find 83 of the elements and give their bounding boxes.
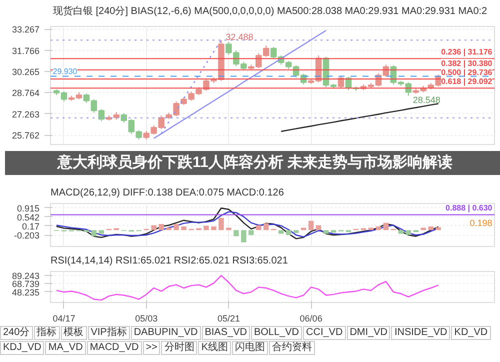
y-tick-label: 0.17 bbox=[22, 221, 40, 232]
bar bbox=[91, 230, 97, 236]
bar bbox=[256, 225, 262, 230]
text: KD_VD bbox=[451, 326, 491, 340]
x-tick-label: 04/17 bbox=[52, 314, 76, 324]
line-series bbox=[56, 274, 439, 301]
text: 240分 bbox=[0, 326, 33, 340]
bar bbox=[278, 230, 284, 234]
text: BOLL_VD bbox=[250, 326, 302, 340]
bar bbox=[234, 230, 239, 236]
bar bbox=[293, 230, 299, 234]
annotation: 32.488 bbox=[226, 32, 254, 42]
text: K线图 bbox=[198, 341, 232, 355]
bar bbox=[398, 230, 404, 234]
bar bbox=[166, 228, 172, 230]
x-tick-label: 06/06 bbox=[300, 314, 322, 324]
bar bbox=[383, 222, 389, 230]
text: 模板 bbox=[60, 326, 87, 340]
ref-line-label: 0.888 | 0.630 bbox=[446, 204, 493, 213]
bar bbox=[151, 225, 156, 230]
text: 0.198 bbox=[470, 218, 492, 228]
annotation: 28.548 bbox=[412, 94, 440, 105]
bar bbox=[264, 223, 269, 230]
bar bbox=[406, 230, 412, 236]
bar bbox=[428, 226, 434, 230]
bar bbox=[158, 224, 164, 230]
bar bbox=[308, 220, 314, 230]
bar bbox=[98, 230, 104, 234]
bar bbox=[300, 228, 306, 230]
y-tick-label: 27.263 bbox=[12, 109, 40, 120]
y-tick-label: 25.762 bbox=[12, 130, 40, 141]
bar bbox=[286, 230, 292, 236]
bar bbox=[226, 228, 232, 230]
text: VIP指标 bbox=[88, 326, 130, 340]
y-tick-label: 68.739 bbox=[12, 279, 40, 290]
text: 合约资料 bbox=[269, 341, 316, 355]
x-tick-label: 05/03 bbox=[135, 314, 158, 324]
bar bbox=[241, 230, 246, 242]
text: 指标 bbox=[34, 326, 60, 340]
bar bbox=[248, 230, 254, 236]
y-tick-label: 0.542 bbox=[16, 212, 40, 222]
y-tick-label: 0.915 bbox=[16, 203, 40, 214]
text: DABUPIN_VD bbox=[130, 326, 201, 340]
line-series bbox=[280, 103, 439, 132]
text: >> bbox=[142, 341, 160, 355]
y-tick-label: 33.267 bbox=[12, 24, 40, 35]
x-tick-label: 05/21 bbox=[217, 314, 240, 324]
y-tick-label: 31.766 bbox=[12, 46, 40, 56]
bar bbox=[204, 226, 209, 230]
text: DMI_VD bbox=[346, 326, 390, 340]
ref-line-label: 0.236 | 31.176 bbox=[441, 48, 493, 57]
chart-title: MACD(26,12,9) DIFF:0.138 DEA:0.075 MACD:0.126 bbox=[50, 188, 284, 198]
ref-line-label: 0.500 | 29.736 bbox=[441, 68, 493, 77]
bar bbox=[436, 227, 441, 230]
bar bbox=[174, 224, 179, 230]
ref-line-label: 0.618 | 29.092 bbox=[441, 77, 493, 86]
chart-title: RSI(14,14,14) RSI1:65.021 RSI2:65.021 RSI3:65.021 bbox=[50, 256, 288, 266]
bar bbox=[376, 226, 382, 230]
text: MA_VD bbox=[45, 341, 86, 355]
text: 分时图 bbox=[161, 341, 198, 355]
y-tick-label: 30.265 bbox=[12, 67, 40, 78]
bar bbox=[330, 230, 336, 233]
bar bbox=[323, 230, 329, 234]
text: CCI_VD bbox=[303, 326, 346, 340]
text: INSIDE_VD bbox=[391, 326, 450, 340]
ref-line-label: 29.930 bbox=[52, 67, 78, 76]
y-tick-label: -0.203 bbox=[14, 230, 40, 241]
y-tick-label: 28.764 bbox=[12, 88, 40, 98]
text: 意大利球员身价下跌11人阵容分析 未来走势与市场影响解读 bbox=[57, 153, 453, 173]
bar bbox=[420, 228, 426, 230]
text: MACD_VD bbox=[86, 341, 142, 355]
text: KDJ_VD bbox=[0, 341, 44, 355]
ref-line-label: 0.382 | 30.380 bbox=[441, 58, 493, 68]
y-tick-label: 89.243 bbox=[12, 270, 40, 281]
bar bbox=[316, 225, 322, 230]
y-tick-label: 48.235 bbox=[12, 287, 40, 298]
text: 闪电图 bbox=[232, 341, 268, 355]
bar bbox=[211, 226, 216, 230]
chart-subtitle: 现货白银 [240分] BIAS(12,-6,6) MA(500,0,0,0,0,0) MA500:28.038 MA0:29.931 MA0:29.931 MA0:2 bbox=[53, 5, 488, 19]
bar bbox=[218, 218, 224, 230]
bar bbox=[181, 226, 186, 230]
bar bbox=[368, 228, 374, 230]
text: BIAS_VD bbox=[202, 326, 250, 340]
